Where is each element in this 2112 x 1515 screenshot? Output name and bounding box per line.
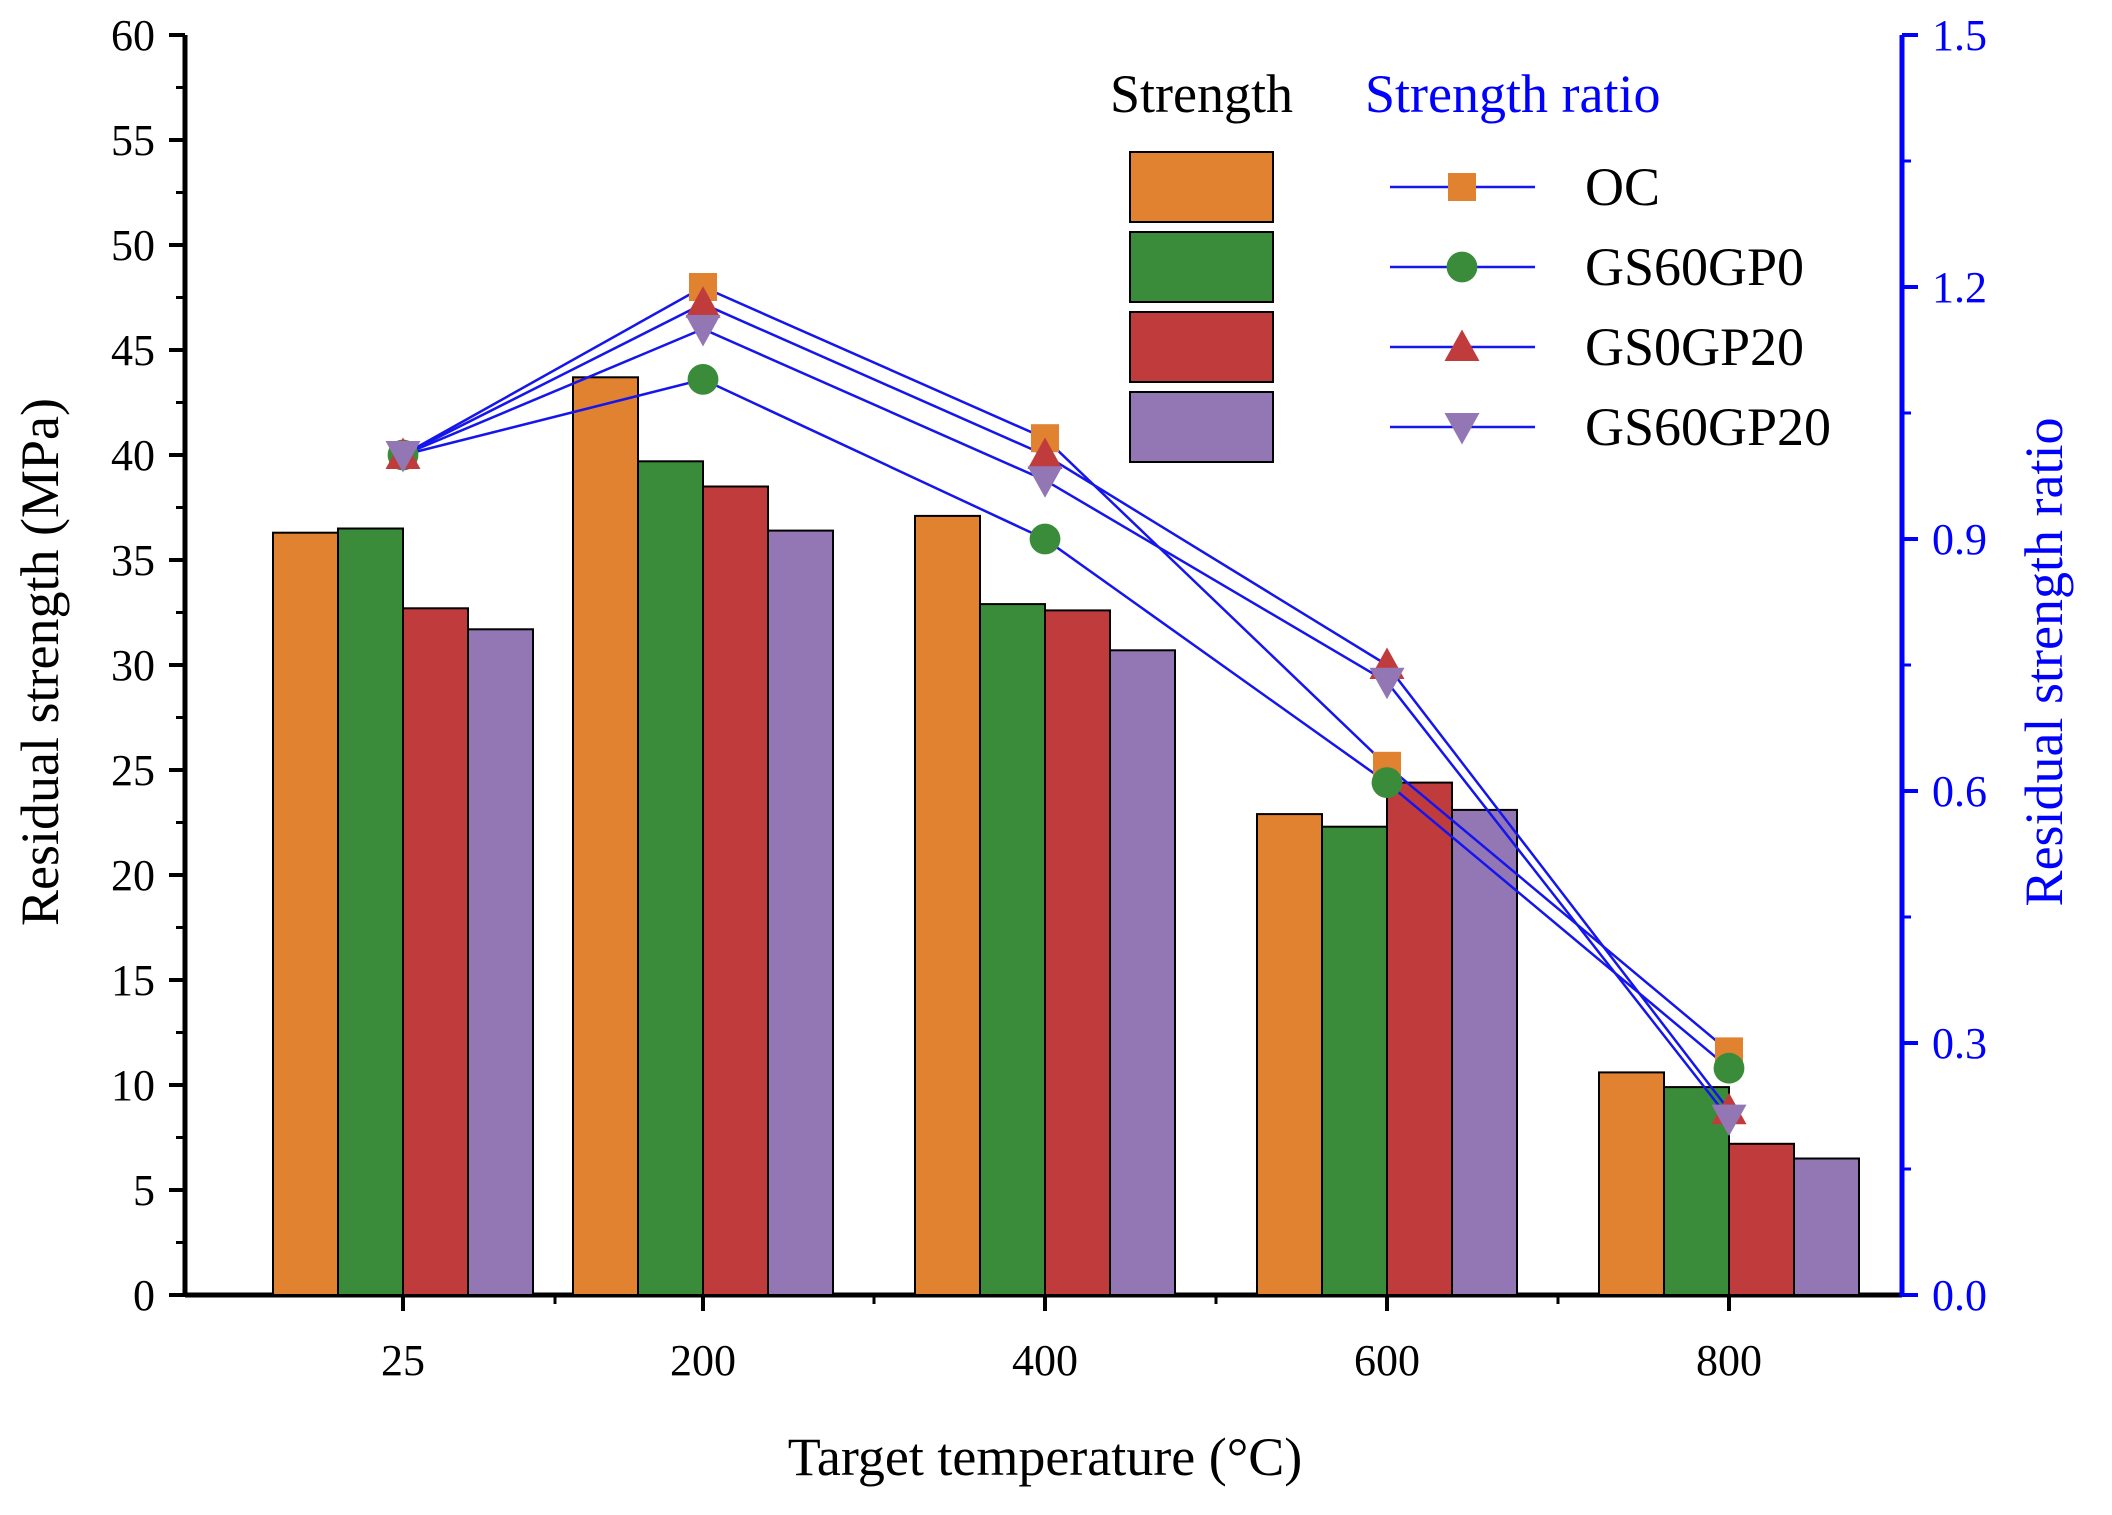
- legend-strength-header: Strength: [1110, 64, 1293, 124]
- legend-ratio-header: Strength ratio: [1365, 64, 1660, 124]
- bar-gs0gp20-400: [1044, 609, 1111, 1296]
- bar-gs0gp20-600: [1386, 781, 1453, 1296]
- x-tick-label: 400: [1012, 1336, 1078, 1385]
- legend-marker-oc: [1448, 173, 1476, 201]
- y-tick-label: 35: [111, 536, 155, 585]
- y2-tick-label: 1.5: [1932, 11, 1987, 60]
- bar-gs0gp20-25: [402, 607, 469, 1296]
- ratio-point-gs60gp20-800: [1711, 1104, 1747, 1137]
- ratio-point-gs60gp20-25: [385, 441, 421, 473]
- legend-marker-gs60gp20: [1444, 413, 1480, 445]
- x-tick-label: 25: [381, 1336, 425, 1385]
- ratio-point-gs60gp20-600: [1369, 667, 1405, 700]
- ratio-point-gs60gp0-800: [1713, 1052, 1745, 1084]
- bar-gs60gp0-200: [637, 460, 704, 1296]
- legend: Strength Strength ratio OC GS60GP0 GS0GP20…: [1110, 64, 1831, 463]
- x-tick-label: 600: [1354, 1336, 1420, 1385]
- legend-label-gs0gp20: GS0GP20: [1585, 317, 1804, 377]
- y-tick-label: 30: [111, 641, 155, 690]
- y2-tick-label: 0.0: [1932, 1271, 1987, 1320]
- ratio-point-gs60gp20-400: [1027, 466, 1063, 498]
- y-tick-label: 25: [111, 746, 155, 795]
- bar-oc-25: [272, 531, 339, 1296]
- x-tick-label: 200: [670, 1336, 736, 1385]
- y-tick-label: 60: [111, 11, 155, 60]
- y-axis-label: Residual strength (MPa): [10, 398, 70, 926]
- ratio-lines-layer: [385, 273, 1747, 1137]
- bar-gs60gp20-600: [1451, 808, 1518, 1297]
- bar-gs60gp0-25: [337, 527, 404, 1296]
- bars-layer: [272, 376, 1860, 1297]
- y-tick-label: 40: [111, 431, 155, 480]
- ratio-point-gs60gp0-400: [1029, 523, 1061, 555]
- bar-oc-200: [572, 376, 639, 1296]
- y2-tick-label: 1.2: [1932, 263, 1987, 312]
- bar-gs60gp20-25: [467, 628, 534, 1296]
- ratio-point-gs60gp0-600: [1371, 767, 1403, 798]
- y-tick-label: 5: [133, 1166, 155, 1215]
- y-tick-label: 20: [111, 851, 155, 900]
- legend-label-gs60gp0: GS60GP0: [1585, 237, 1804, 297]
- bar-oc-400: [914, 514, 981, 1296]
- legend-swatch-gs60gp20: [1129, 391, 1274, 463]
- y-tick-label: 45: [111, 326, 155, 375]
- bar-gs60gp20-800: [1793, 1157, 1860, 1296]
- legend-label-oc: OC: [1585, 157, 1660, 217]
- y-tick-label: 50: [111, 221, 155, 270]
- legend-swatch-gs60gp0: [1129, 231, 1274, 303]
- y2-tick-label: 0.6: [1932, 767, 1987, 816]
- legend-swatch-oc: [1129, 151, 1274, 223]
- y2-tick-label: 0.3: [1932, 1019, 1987, 1068]
- y-tick-label: 10: [111, 1061, 155, 1110]
- x-axis-label: Target temperature (°C): [788, 1427, 1303, 1487]
- ratio-point-gs0gp20-400: [1027, 437, 1063, 469]
- y-tick-label: 15: [111, 956, 155, 1005]
- bar-gs0gp20-200: [702, 485, 769, 1296]
- bar-gs0gp20-800: [1728, 1142, 1795, 1297]
- bar-gs60gp0-400: [979, 603, 1046, 1296]
- legend-marker-gs0gp20: [1444, 329, 1480, 361]
- ratio-point-gs60gp20-200: [685, 315, 721, 347]
- y-tick-label: 0: [133, 1271, 155, 1320]
- bar-oc-600: [1256, 813, 1323, 1296]
- y2-axis-label: Residual strength ratio: [2014, 418, 2074, 907]
- tick-labels-layer: 0 5 10 15 20 25 30 35 40 45 50 55 60 0.0 0.3 0.6 0.9 1.2 1…: [111, 11, 1987, 1385]
- x-tick-label: 800: [1696, 1336, 1762, 1385]
- bar-gs60gp20-400: [1109, 649, 1176, 1296]
- y2-tick-label: 0.9: [1932, 515, 1987, 564]
- legend-swatch-gs0gp20: [1129, 311, 1274, 383]
- legend-marker-gs60gp0: [1446, 251, 1478, 283]
- bar-gs60gp0-600: [1321, 825, 1388, 1296]
- y-tick-label: 55: [111, 116, 155, 165]
- legend-label-gs60gp20: GS60GP20: [1585, 397, 1831, 457]
- ratio-point-gs0gp20-200: [685, 286, 721, 318]
- ratio-point-gs60gp0-200: [687, 364, 719, 395]
- bar-gs60gp20-200: [767, 529, 834, 1296]
- bar-oc-800: [1598, 1071, 1665, 1297]
- legend-items: OC GS60GP0 GS0GP20 GS60GP20: [1129, 151, 1831, 463]
